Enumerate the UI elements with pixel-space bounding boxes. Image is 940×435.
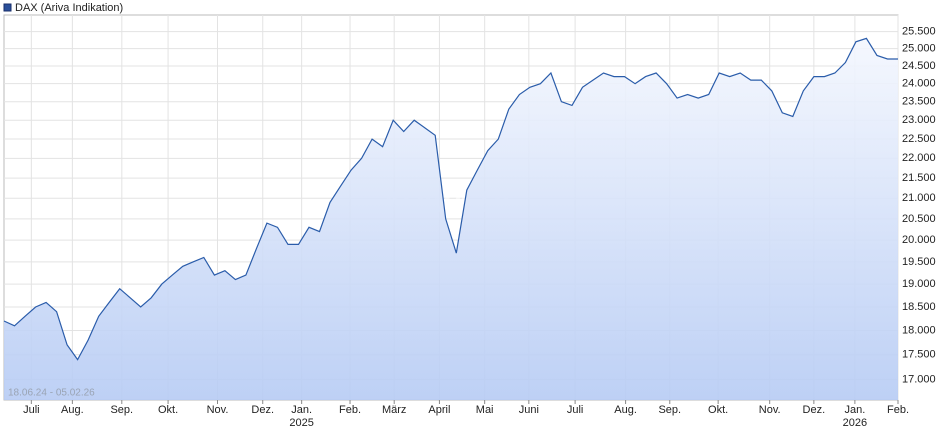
x-tick-label: Sep. [658,404,681,416]
y-tick-label: 25.500 [902,26,936,38]
x-tick-label: Juli [567,404,584,416]
y-tick-label: 22.000 [902,152,936,164]
y-tick-label: 19.500 [902,256,936,268]
area-fill [4,38,898,401]
y-tick-label: 21.000 [902,192,936,204]
x-tick-label: Dez. [803,404,826,416]
x-tick-label: Dez. [251,404,274,416]
y-tick-label: 21.500 [902,172,936,184]
x-tick-label: Feb. [339,404,361,416]
y-tick-label: 20.500 [902,213,936,225]
y-tick-label: 18.000 [902,324,936,336]
x-tick-label: Nov. [759,404,781,416]
line [3,37,898,361]
x-tick-label: Jan. [844,404,865,416]
y-tick-label: 19.000 [902,278,936,290]
y-tick-label: 17.000 [902,373,936,385]
legend-swatch [3,3,12,12]
x-tick-label: Juli [23,404,40,416]
x-tick-label: Okt. [708,404,728,416]
y-tick-label: 24.000 [902,78,936,90]
y-tick-label: 23.500 [902,96,936,108]
y-tick-label: 20.000 [902,234,936,246]
y-tick-label: 22.500 [902,133,936,145]
x-tick-label: Sep. [110,404,133,416]
x-tick-label: Feb. [887,404,909,416]
x-tick-label: Juni [519,404,539,416]
y-tick-label: 18.500 [902,301,936,313]
year-label: 2025 [289,417,313,429]
x-tick-label: März [382,404,406,416]
x-tick-label: Jan. [291,404,312,416]
year-label: 2026 [843,417,867,429]
y-tick-label: 23.000 [902,114,936,126]
x-tick-label: Aug. [614,404,637,416]
y-tick-label: 17.500 [902,349,936,361]
x-tick-label: Nov. [207,404,229,416]
y-tick-label: 25.000 [902,43,936,55]
legend-label: DAX (Ariva Indikation) [15,2,123,14]
x-tick-label: Okt. [158,404,178,416]
y-tick-label: 24.500 [902,60,936,72]
x-tick-label: Mai [476,404,494,416]
x-tick-label: Aug. [61,404,84,416]
x-tick-label: April [428,404,450,416]
range-label: 18.06.24 - 05.02.26 [8,388,95,399]
